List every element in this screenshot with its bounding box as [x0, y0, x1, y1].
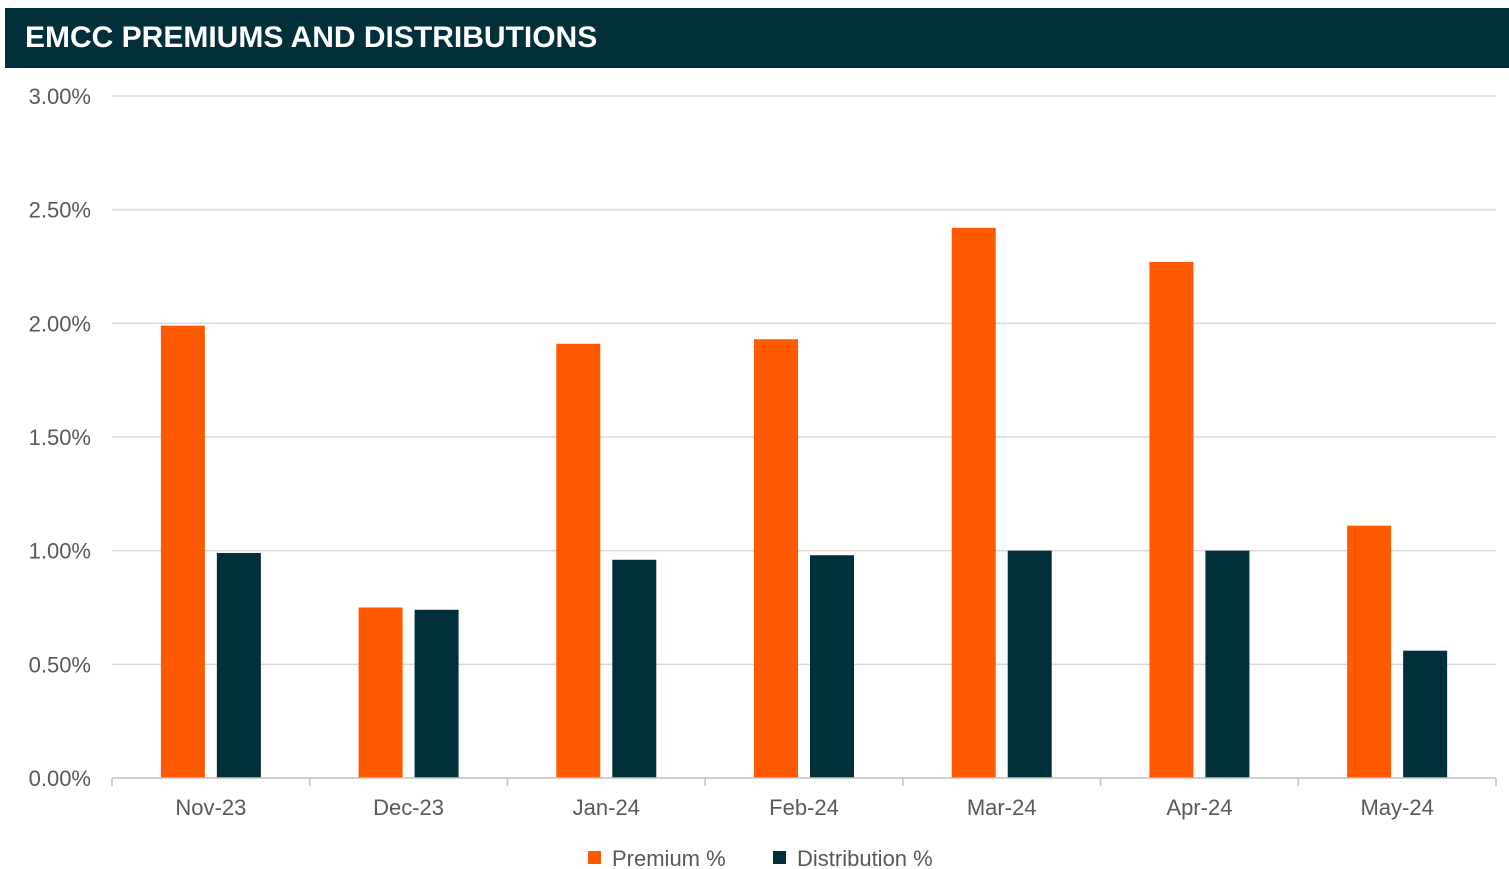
bar-premium-jan-24 [556, 343, 601, 778]
y-tick-label: 1.00% [29, 539, 91, 564]
bar-distribution-feb-24 [810, 555, 854, 778]
y-tick-label: 2.00% [29, 311, 91, 336]
bar-premium-feb-24 [754, 339, 798, 778]
gridlines [112, 95, 1496, 666]
chart-title: EMCC PREMIUMS AND DISTRIBUTIONS [25, 21, 598, 54]
x-tick-label: Feb-24 [769, 795, 839, 820]
bar-distribution-dec-23 [414, 609, 459, 778]
legend-swatch [773, 851, 786, 864]
bar-distribution-may-24 [1403, 650, 1448, 778]
bar-distribution-mar-24 [1007, 550, 1052, 778]
x-tick-label: Jan-24 [573, 795, 640, 820]
bar-distribution-apr-24 [1205, 550, 1250, 778]
y-axis-tick-labels: 0.00% 0.50% 1.00% 1.50% 2.00% 2.50% 3.00% [29, 84, 91, 791]
bar-premium-mar-24 [951, 227, 996, 778]
y-tick-label: 2.50% [29, 198, 91, 223]
x-tick-label: Mar-24 [967, 795, 1037, 820]
x-tick-label: Apr-24 [1166, 795, 1232, 820]
bar-premium-may-24 [1347, 525, 1392, 778]
y-tick-label: 0.50% [29, 652, 91, 677]
y-tick-label: 1.50% [29, 425, 91, 450]
x-tick-label: Nov-23 [175, 795, 246, 820]
bar-distribution-jan-24 [612, 559, 657, 778]
y-tick-label: 3.00% [29, 84, 91, 109]
legend-swatch [588, 851, 601, 864]
bar-premium-apr-24 [1149, 261, 1194, 778]
bar-distribution-nov-23 [216, 552, 261, 778]
x-axis: Nov-23 Dec-23 Jan-24 Feb-24 Mar-24 Apr-24 May-… [111, 777, 1497, 820]
bar-premium-dec-23 [358, 607, 403, 778]
legend: Premium % Distribution % [588, 846, 933, 869]
chart-title-bar: EMCC PREMIUMS AND DISTRIBUTIONS [5, 8, 1509, 68]
x-tick-label: Dec-23 [373, 795, 444, 820]
legend-label: Distribution % [797, 846, 933, 869]
legend-label: Premium % [612, 846, 726, 869]
y-tick-label: 0.00% [29, 766, 91, 791]
x-tick-label: May-24 [1360, 795, 1433, 820]
bars [160, 227, 1448, 778]
bar-premium-nov-23 [160, 325, 205, 778]
